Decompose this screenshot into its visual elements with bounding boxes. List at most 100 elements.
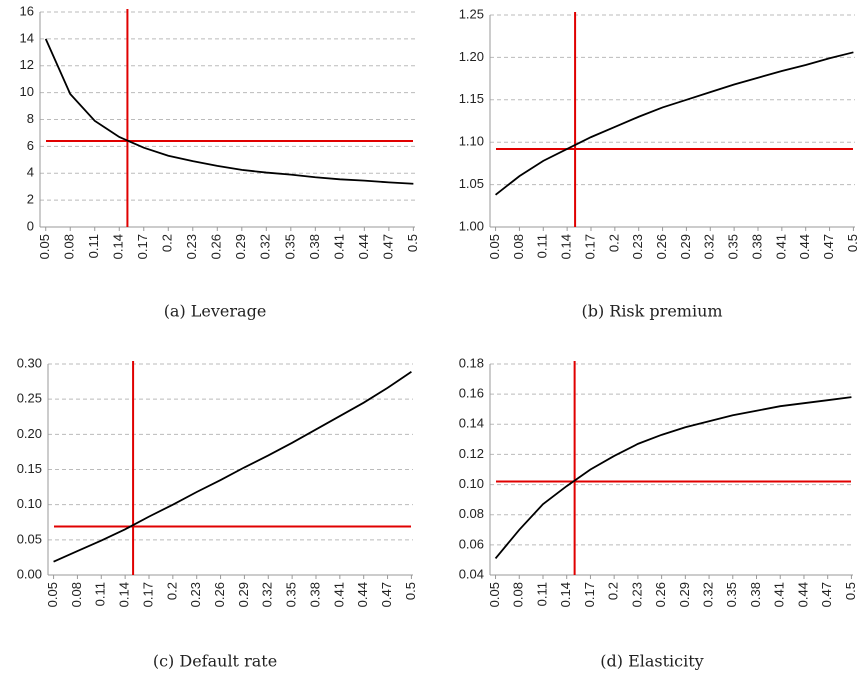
y-tick-label: 1.05	[459, 176, 484, 191]
x-tick-label: 0.05	[37, 234, 52, 259]
x-tick-label: 0.47	[380, 234, 395, 259]
x-tick-label: 0.14	[111, 234, 126, 259]
y-tick-label: 0.15	[17, 461, 42, 476]
x-tick-label: 0.2	[164, 582, 179, 600]
x-tick-label: 0.29	[236, 582, 251, 607]
y-tick-label: 2	[27, 192, 34, 207]
y-tick-label: 0.20	[17, 426, 42, 441]
x-tick-label: 0.35	[284, 582, 299, 607]
x-tick-label: 0.05	[487, 582, 502, 607]
y-tick-label: 12	[20, 57, 34, 72]
x-tick-label: 0.05	[45, 582, 60, 607]
y-tick-label: 10	[20, 84, 34, 99]
y-tick-label: 4	[27, 165, 34, 180]
x-tick-label: 0.26	[653, 582, 668, 607]
x-tick-label: 0.47	[379, 582, 394, 607]
y-tick-label: 1.15	[459, 91, 484, 106]
x-tick-label: 0.14	[558, 582, 573, 607]
x-tick-label: 0.47	[821, 234, 836, 259]
x-tick-label: 0.17	[140, 582, 155, 607]
data-line	[494, 396, 852, 559]
x-tick-label: 0.32	[702, 234, 717, 259]
y-tick-label: 1.25	[459, 6, 484, 21]
x-tick-label: 0.32	[701, 582, 716, 607]
x-tick-label: 0.44	[795, 582, 810, 607]
x-tick-label: 0.29	[678, 234, 693, 259]
y-tick-label: 0.12	[459, 446, 484, 461]
y-tick-label: 0.30	[17, 355, 42, 370]
caption: (d) Elasticity	[600, 652, 703, 671]
x-tick-label: 0.44	[355, 582, 370, 607]
x-tick-label: 0.08	[511, 234, 526, 259]
x-tick-label: 0.08	[69, 582, 84, 607]
x-tick-label: 0.23	[188, 582, 203, 607]
x-tick-label: 0.5	[843, 582, 858, 600]
x-tick-label: 0.41	[331, 582, 346, 607]
x-tick-label: 0.11	[93, 582, 108, 606]
y-tick-label: 1.20	[459, 49, 484, 64]
caption: (c) Default rate	[153, 652, 277, 671]
x-tick-label: 0.29	[677, 582, 692, 607]
x-tick-label: 0.2	[606, 234, 621, 252]
caption: (a) Leverage	[164, 302, 267, 321]
x-tick-label: 0.14	[559, 234, 574, 259]
x-tick-label: 0.17	[582, 234, 597, 259]
caption: (b) Risk premium	[581, 302, 722, 321]
x-tick-label: 0.5	[845, 234, 860, 252]
x-tick-label: 0.26	[209, 234, 224, 259]
x-tick-label: 0.32	[258, 234, 273, 259]
x-tick-label: 0.17	[135, 234, 150, 259]
y-tick-label: 6	[27, 138, 34, 153]
x-tick-label: 0.14	[117, 582, 132, 607]
x-tick-label: 0.11	[535, 234, 550, 258]
data-line	[44, 38, 414, 185]
x-tick-label: 0.41	[773, 234, 788, 259]
y-tick-label: 0.04	[459, 566, 484, 581]
y-tick-label: 0.16	[459, 386, 484, 401]
x-tick-label: 0.08	[62, 234, 77, 259]
x-tick-label: 0.17	[582, 582, 597, 607]
y-tick-label: 0.08	[459, 506, 484, 521]
x-tick-label: 0.23	[629, 582, 644, 607]
x-tick-label: 0.11	[534, 582, 549, 606]
x-tick-label: 0.05	[487, 234, 502, 259]
x-tick-label: 0.08	[511, 582, 526, 607]
y-tick-label: 1.00	[459, 218, 484, 233]
x-tick-label: 0.11	[86, 234, 101, 258]
x-tick-label: 0.38	[307, 234, 322, 259]
x-tick-label: 0.2	[160, 234, 175, 252]
x-tick-label: 0.29	[233, 234, 248, 259]
x-tick-label: 0.35	[726, 234, 741, 259]
x-tick-label: 0.41	[331, 234, 346, 259]
x-tick-label: 0.47	[819, 582, 834, 607]
x-tick-label: 0.2	[606, 582, 621, 600]
x-tick-label: 0.44	[797, 234, 812, 259]
x-tick-label: 0.41	[772, 582, 787, 607]
y-tick-label: 0.10	[459, 476, 484, 491]
x-tick-label: 0.32	[260, 582, 275, 607]
x-tick-label: 0.23	[630, 234, 645, 259]
y-tick-label: 0.10	[17, 496, 42, 511]
y-tick-label: 0.00	[17, 566, 42, 581]
x-tick-label: 0.26	[654, 234, 669, 259]
y-tick-label: 0.14	[459, 416, 484, 431]
x-tick-label: 0.38	[307, 582, 322, 607]
y-tick-label: 0	[27, 218, 34, 233]
x-tick-label: 0.44	[356, 234, 371, 259]
x-tick-label: 0.35	[282, 234, 297, 259]
y-tick-label: 0.05	[17, 531, 42, 546]
y-tick-label: 8	[27, 111, 34, 126]
x-tick-label: 0.26	[212, 582, 227, 607]
data-line	[495, 51, 854, 196]
y-tick-label: 16	[20, 3, 34, 18]
y-tick-label: 0.06	[459, 536, 484, 551]
x-tick-label: 0.35	[724, 582, 739, 607]
data-line	[53, 370, 412, 563]
x-tick-label: 0.5	[405, 234, 420, 252]
x-tick-label: 0.23	[184, 234, 199, 259]
x-tick-label: 0.38	[748, 582, 763, 607]
y-tick-label: 0.25	[17, 391, 42, 406]
y-tick-label: 1.10	[459, 134, 484, 149]
x-tick-label: 0.5	[403, 582, 418, 600]
